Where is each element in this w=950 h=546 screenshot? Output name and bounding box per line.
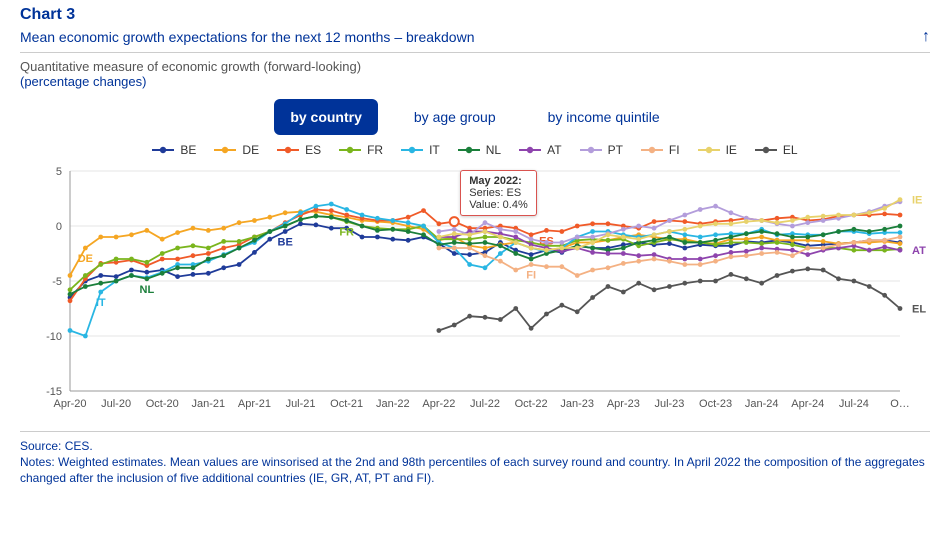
chart-title: Mean economic growth expectations for th… (20, 29, 474, 45)
chart-subtitle-2: (percentage changes) (20, 74, 930, 89)
legend-swatch-icon (214, 145, 236, 155)
svg-text:BE: BE (278, 237, 293, 249)
legend-item-IE[interactable]: IE (698, 143, 737, 157)
legend-label: PT (608, 143, 623, 157)
legend-label: DE (242, 143, 259, 157)
svg-text:FI: FI (526, 270, 536, 282)
legend-swatch-icon (401, 145, 423, 155)
footer-source: Source: CES. (20, 438, 930, 454)
svg-text:Jul-24: Jul-24 (839, 398, 869, 410)
legend-label: ES (305, 143, 321, 157)
legend-swatch-icon (641, 145, 663, 155)
svg-text:Jul-22: Jul-22 (470, 398, 500, 410)
legend-item-AT[interactable]: AT (519, 143, 561, 157)
svg-text:DE: DE (78, 253, 93, 265)
legend-label: FI (669, 143, 680, 157)
legend-item-IT[interactable]: IT (401, 143, 440, 157)
legend-swatch-icon (519, 145, 541, 155)
svg-text:Oct-20: Oct-20 (146, 398, 179, 410)
tab-by-age-group[interactable]: by age group (398, 99, 512, 135)
svg-text:Jan-23: Jan-23 (560, 398, 594, 410)
svg-text:Jul-20: Jul-20 (101, 398, 131, 410)
legend-item-ES[interactable]: ES (277, 143, 321, 157)
tab-by-country[interactable]: by country (274, 99, 378, 135)
svg-text:-10: -10 (46, 331, 62, 343)
svg-text:EL: EL (912, 304, 926, 316)
legend-item-PT[interactable]: PT (580, 143, 623, 157)
svg-text:Oct-22: Oct-22 (515, 398, 548, 410)
svg-text:Apr-21: Apr-21 (238, 398, 271, 410)
chart-container: Chart 3 Mean economic growth expectation… (0, 0, 950, 499)
legend-swatch-icon (152, 145, 174, 155)
legend-item-DE[interactable]: DE (214, 143, 259, 157)
svg-text:Jan-22: Jan-22 (376, 398, 410, 410)
legend-label: NL (486, 143, 501, 157)
tabs: by country by age group by income quintile (20, 99, 930, 135)
svg-text:FR: FR (339, 227, 354, 239)
legend-swatch-icon (277, 145, 299, 155)
svg-text:Jan-21: Jan-21 (192, 398, 226, 410)
svg-text:Apr-24: Apr-24 (791, 398, 824, 410)
chart-legend: BE DE ES FR IT NL AT PT FI IE EL (20, 143, 930, 157)
legend-label: EL (783, 143, 798, 157)
legend-item-BE[interactable]: BE (152, 143, 196, 157)
legend-swatch-icon (580, 145, 602, 155)
svg-text:Jul-23: Jul-23 (654, 398, 684, 410)
legend-swatch-icon (458, 145, 480, 155)
footer-notes: Notes: Weighted estimates. Mean values a… (20, 454, 930, 486)
chart-number: Chart 3 (20, 6, 930, 24)
svg-text:-5: -5 (52, 276, 62, 288)
chart-title-row: Mean economic growth expectations for th… (20, 28, 930, 53)
legend-label: BE (180, 143, 196, 157)
svg-text:Oct-23: Oct-23 (699, 398, 732, 410)
legend-item-FR[interactable]: FR (339, 143, 383, 157)
collapse-toggle[interactable]: ↑ (922, 28, 930, 46)
legend-label: FR (367, 143, 383, 157)
svg-text:0: 0 (56, 221, 62, 233)
svg-text:-15: -15 (46, 386, 62, 398)
tab-by-income-quintile[interactable]: by income quintile (532, 99, 676, 135)
chart-plot[interactable]: -15 -10 -5 0 5 Apr-20 Jul-20 Oct-20 Jan-21 Apr-21… (20, 161, 930, 421)
svg-text:Apr-22: Apr-22 (422, 398, 455, 410)
legend-item-EL[interactable]: EL (755, 143, 798, 157)
legend-swatch-icon (755, 145, 777, 155)
chart-footer: Source: CES. Notes: Weighted estimates. … (20, 431, 930, 487)
svg-text:Jul-21: Jul-21 (286, 398, 316, 410)
svg-text:Oct-21: Oct-21 (330, 398, 363, 410)
legend-item-FI[interactable]: FI (641, 143, 680, 157)
svg-text:O…: O… (890, 398, 910, 410)
legend-swatch-icon (339, 145, 361, 155)
svg-text:NL: NL (140, 284, 155, 296)
legend-label: IT (429, 143, 440, 157)
legend-label: AT (547, 143, 561, 157)
legend-item-NL[interactable]: NL (458, 143, 501, 157)
svg-text:IE: IE (912, 195, 922, 207)
svg-text:Jan-24: Jan-24 (745, 398, 779, 410)
legend-label: IE (726, 143, 737, 157)
svg-text:IT: IT (96, 297, 106, 309)
chart-subtitle-1: Quantitative measure of economic growth … (20, 59, 930, 74)
svg-text:AT: AT (912, 245, 926, 257)
svg-text:Apr-20: Apr-20 (53, 398, 86, 410)
legend-swatch-icon (698, 145, 720, 155)
svg-text:Apr-23: Apr-23 (607, 398, 640, 410)
svg-text:5: 5 (56, 166, 62, 178)
